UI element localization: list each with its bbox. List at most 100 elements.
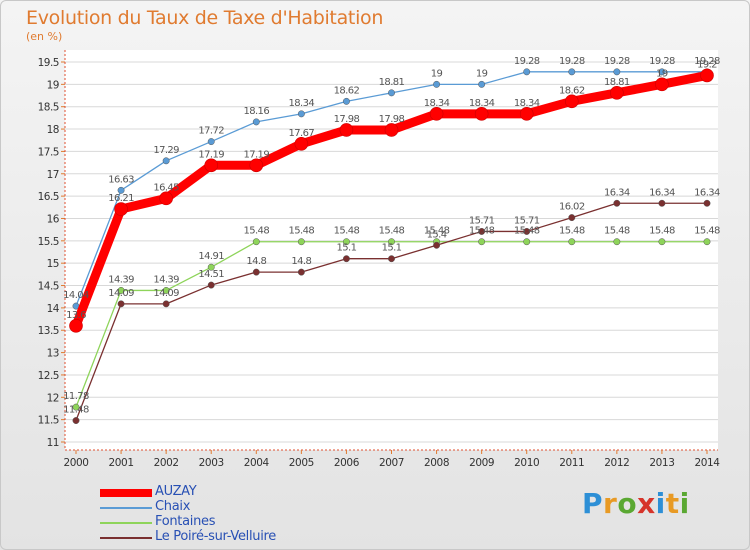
grid-lines — [65, 50, 718, 450]
y-tick-label: 18 — [47, 124, 59, 136]
data-label: 15.71 — [469, 215, 495, 226]
data-label: 15.4 — [427, 229, 447, 240]
data-label: 14.39 — [153, 274, 179, 285]
legend-swatch-fontaines — [100, 522, 152, 524]
data-label: 17.67 — [289, 128, 315, 139]
logo-letter: r — [603, 487, 618, 520]
data-point — [655, 77, 669, 92]
data-label: 15.1 — [336, 243, 356, 254]
y-tick-label: 18.5 — [38, 102, 59, 114]
legend-label-auzay: AUZAY — [155, 484, 197, 499]
data-point — [117, 300, 125, 308]
data-label: 14.09 — [153, 288, 179, 299]
x-tick-label: 2011 — [559, 457, 584, 469]
data-label: 17.72 — [198, 126, 224, 137]
logo-letter: x — [637, 487, 656, 520]
data-point — [658, 199, 666, 207]
data-label: 15.48 — [424, 226, 450, 237]
data-label: 16.02 — [559, 202, 585, 213]
data-label: 16.34 — [694, 187, 720, 198]
x-tick-label: 2005 — [289, 457, 314, 469]
data-label: 19 — [656, 68, 668, 79]
legend-label-fontaines: Fontaines — [155, 514, 216, 529]
data-label: 18.34 — [514, 98, 540, 109]
data-point — [297, 238, 305, 246]
data-point — [204, 158, 219, 173]
data-point — [207, 138, 215, 146]
x-tick-label: 2008 — [424, 457, 449, 469]
data-point — [162, 157, 170, 165]
data-label: 15.48 — [694, 226, 720, 237]
data-label: 15.48 — [469, 226, 495, 237]
y-tick-label: 16 — [47, 213, 60, 225]
logo-letter: P — [582, 487, 604, 520]
data-point — [297, 268, 305, 276]
data-label: 17.98 — [334, 114, 360, 125]
data-label: 14.8 — [246, 256, 266, 267]
data-label: 17.19 — [198, 149, 224, 160]
x-tick-label: 2010 — [514, 457, 539, 469]
data-point — [613, 238, 621, 246]
x-tick-label: 2014 — [694, 457, 720, 469]
data-point — [429, 107, 444, 121]
data-label: 14.09 — [108, 288, 134, 299]
proxiti-logo: Proxiti — [582, 487, 690, 520]
data-label: 16.63 — [108, 174, 134, 185]
data-label: 15.48 — [514, 226, 540, 237]
y-tick-label: 12.5 — [38, 370, 59, 382]
logo-letter: i — [679, 487, 690, 520]
data-label: 11.78 — [63, 391, 89, 402]
data-labels: 14.04 16.63 17.29 17.72 18.16 18.34 18.62 18.81… — [63, 56, 720, 416]
data-label: 17.19 — [243, 149, 269, 160]
data-point — [207, 263, 215, 271]
y-tick-label: 19 — [47, 79, 59, 91]
y-tick-label: 15 — [47, 258, 59, 270]
data-label: 14.51 — [198, 269, 224, 280]
x-tick-label: 2002 — [154, 457, 179, 469]
logo-letter: t — [665, 487, 680, 520]
y-tick-label: 16.5 — [38, 191, 59, 203]
data-label: 16.34 — [649, 187, 675, 198]
data-point — [72, 417, 80, 424]
y-tick-label: 12 — [47, 392, 59, 404]
data-point — [252, 238, 260, 246]
data-point — [388, 255, 395, 263]
data-point — [564, 94, 579, 109]
data-point — [72, 403, 80, 411]
x-tick-label: 2009 — [469, 457, 494, 469]
data-label: 19.2 — [697, 59, 717, 70]
data-point — [69, 318, 83, 333]
data-label: 19.28 — [649, 56, 675, 67]
data-label: 15.48 — [604, 226, 630, 237]
y-tick-label: 13 — [47, 348, 59, 360]
chart-title: Evolution du Taux de Taxe d'Habitation — [26, 7, 384, 29]
data-label: 19.28 — [604, 56, 630, 67]
x-tick-label: 2001 — [109, 457, 134, 469]
data-point — [478, 227, 486, 235]
data-point — [433, 80, 441, 88]
data-point — [117, 186, 125, 194]
data-point — [384, 123, 399, 137]
data-point — [388, 89, 395, 97]
data-point — [478, 238, 486, 246]
x-tick-label: 2013 — [649, 457, 674, 469]
data-point — [162, 300, 170, 308]
data-point — [700, 68, 714, 83]
data-label: 15.48 — [334, 226, 360, 237]
data-label: 15.48 — [649, 226, 675, 237]
legend-swatch-le-poire — [100, 537, 152, 539]
data-label: 15.71 — [514, 215, 540, 226]
unit-label: (en %) — [26, 30, 63, 43]
data-label: 19.28 — [694, 56, 720, 67]
data-label: 18.62 — [559, 85, 585, 96]
y-tick-label: 11 — [47, 437, 59, 449]
y-tick-label: 11.5 — [38, 415, 59, 427]
x-tick-label: 2004 — [244, 457, 270, 469]
series-group — [69, 68, 714, 424]
data-label: 19.28 — [559, 56, 585, 67]
legend-label-chaix: Chaix — [155, 499, 191, 514]
data-point — [433, 241, 441, 249]
y-tick-label: 17.5 — [38, 146, 59, 158]
data-point — [252, 118, 260, 126]
